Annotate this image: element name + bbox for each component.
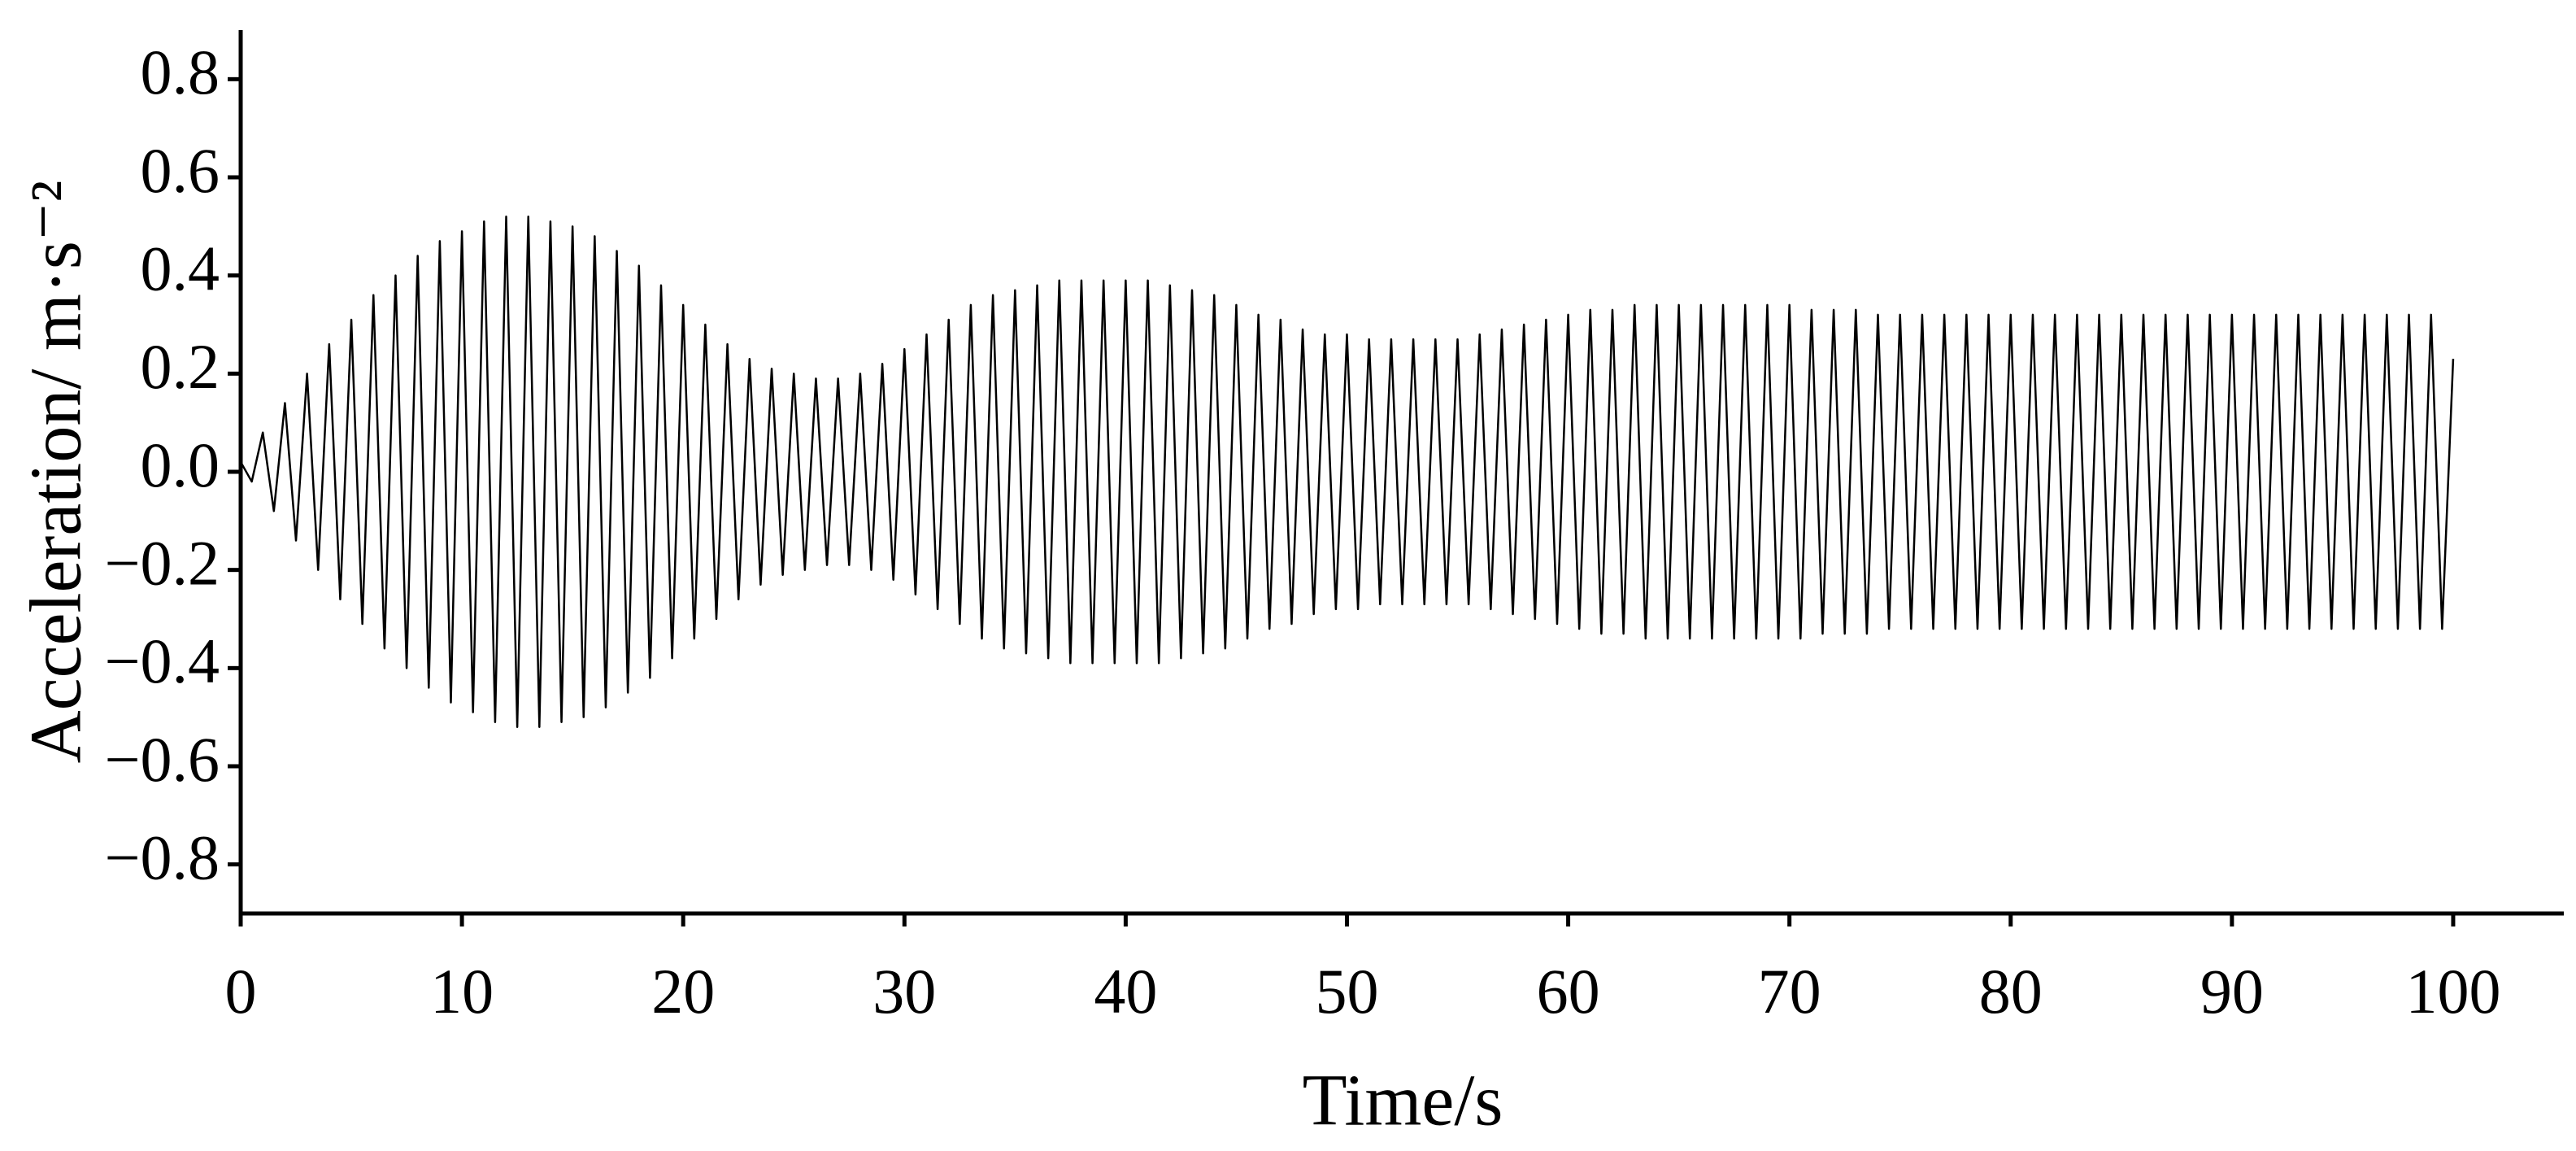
x-tick-label: 100 (2405, 956, 2500, 1027)
y-tick-label: 0.6 (141, 135, 220, 206)
y-tick-label: 0.0 (141, 429, 220, 500)
y-tick-label: 0.2 (141, 331, 220, 402)
x-tick-label: 20 (651, 956, 715, 1027)
y-tick-label: 0.8 (141, 37, 220, 107)
data-line (239, 216, 2455, 728)
y-tick-label: −0.6 (105, 724, 220, 795)
y-tick-label: −0.8 (105, 822, 220, 893)
x-tick-label: 0 (225, 956, 257, 1027)
y-tick-label: −0.2 (105, 528, 220, 599)
x-tick-label: 70 (1758, 956, 1821, 1027)
x-tick-label: 80 (1979, 956, 2043, 1027)
x-tick-label: 60 (1537, 956, 1600, 1027)
x-tick-label: 40 (1094, 956, 1157, 1027)
x-axis-title: Time/s (1303, 1061, 1503, 1141)
x-tick-label: 50 (1315, 956, 1378, 1027)
y-tick-label: 0.4 (141, 233, 220, 304)
y-tick-label: −0.4 (105, 626, 220, 696)
x-tick-label: 30 (872, 956, 936, 1027)
x-tick-label: 90 (2200, 956, 2264, 1027)
x-tick-label: 10 (430, 956, 494, 1027)
y-axis-title: Acceleration/ m·s⁻² (16, 181, 97, 764)
